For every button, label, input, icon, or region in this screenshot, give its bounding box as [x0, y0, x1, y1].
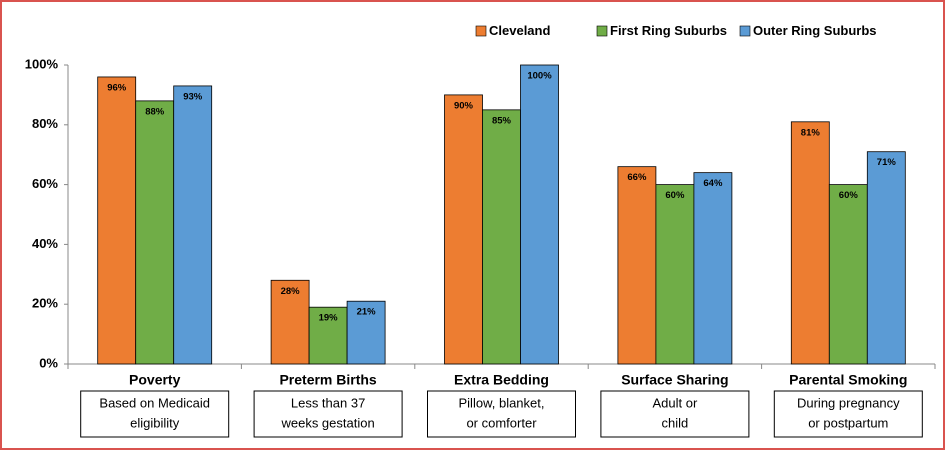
x-subtitle: Pillow, blanket, [459, 395, 545, 410]
x-tick-label: Parental Smoking [789, 372, 907, 388]
x-subtitle: Adult or [652, 395, 697, 410]
value-label: 60% [665, 190, 685, 201]
x-subtitle: or comforter [466, 415, 537, 430]
value-label: 28% [281, 286, 301, 297]
legend-swatch [739, 25, 751, 37]
bar [520, 64, 559, 365]
x-subtitle: During pregnancy [797, 395, 900, 410]
bar [173, 85, 213, 365]
x-subtitle: Based on Medicaid [99, 395, 210, 410]
value-label: 90% [454, 100, 474, 111]
bar [444, 94, 483, 365]
legend-swatch [596, 25, 608, 37]
bar [866, 151, 906, 365]
value-label: 64% [703, 178, 723, 189]
value-label: 85% [492, 115, 512, 126]
x-tick-label: Extra Bedding [454, 372, 549, 388]
x-subtitle: or postpartum [808, 415, 888, 430]
y-tick-label: 100% [25, 56, 59, 71]
x-tick-label: Preterm Births [279, 372, 376, 388]
bar [346, 300, 386, 365]
legend-swatch [475, 25, 487, 37]
legend-label: Cleveland [489, 23, 550, 38]
bar [790, 121, 830, 365]
value-label: 88% [145, 106, 165, 117]
value-label: 21% [357, 307, 377, 318]
y-tick-label: 0% [39, 355, 58, 370]
subtitle-box [427, 390, 576, 438]
bar [693, 172, 733, 365]
x-tick-label: Poverty [129, 372, 181, 388]
x-subtitle: Less than 37 [291, 395, 365, 410]
legend-label: First Ring Suburbs [610, 23, 727, 38]
x-subtitle: eligibility [130, 415, 180, 430]
y-tick-label: 80% [32, 116, 58, 131]
value-label: 66% [627, 172, 647, 183]
y-tick-label: 60% [32, 176, 58, 191]
bar [617, 166, 657, 365]
bar [97, 76, 137, 365]
value-label: 96% [107, 82, 127, 93]
bar [655, 184, 695, 365]
subtitle-box [600, 390, 750, 438]
subtitle-box [773, 390, 923, 438]
bar [828, 184, 868, 365]
value-label: 93% [183, 91, 203, 102]
legend-label: Outer Ring Suburbs [753, 23, 877, 38]
subtitle-box [253, 390, 403, 438]
value-label: 71% [877, 157, 897, 168]
x-tick-label: Surface Sharing [621, 372, 728, 388]
value-label: 100% [527, 71, 552, 82]
value-label: 81% [801, 127, 821, 138]
value-label: 19% [319, 313, 339, 324]
x-subtitle: weeks gestation [280, 415, 374, 430]
y-tick-label: 40% [32, 236, 58, 251]
x-subtitle: child [662, 415, 689, 430]
bar [482, 109, 521, 365]
value-label: 60% [839, 190, 859, 201]
subtitle-box [80, 390, 230, 438]
bar [135, 100, 175, 365]
y-tick-label: 20% [32, 296, 58, 311]
